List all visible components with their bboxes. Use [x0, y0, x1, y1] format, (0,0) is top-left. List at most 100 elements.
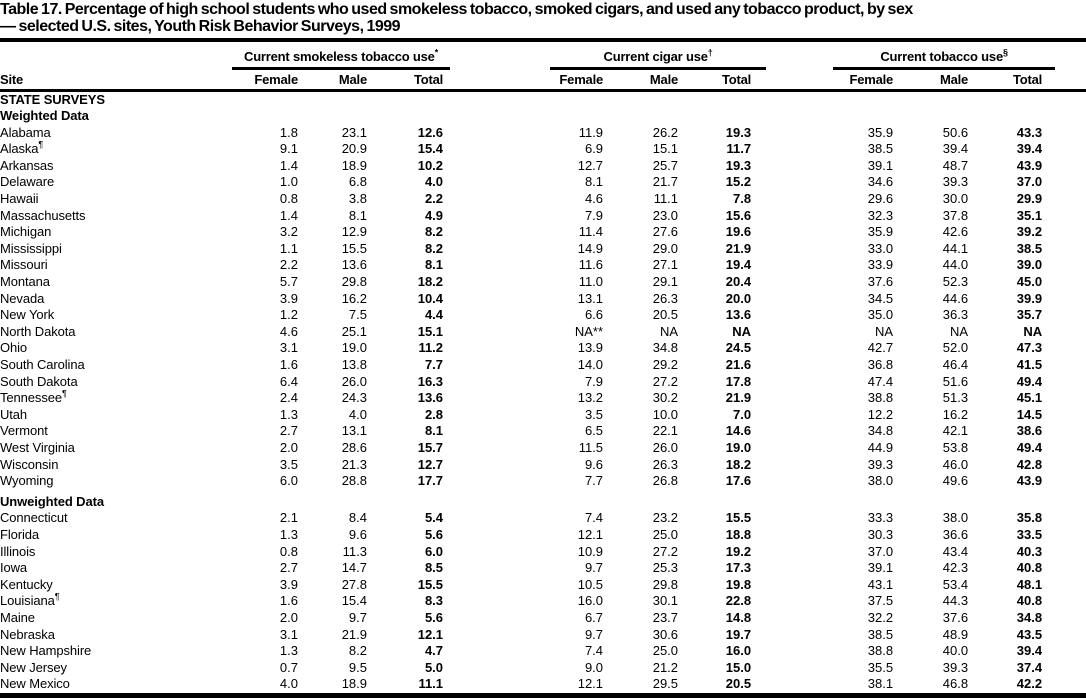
value-cell: 11.2	[418, 340, 444, 356]
site-name: New Jersey	[0, 659, 67, 675]
site-name: Delaware	[0, 174, 55, 190]
row-end-pad	[1042, 577, 1086, 594]
value-cell: 2.2	[279, 257, 298, 273]
value-cell: 10.2	[417, 157, 444, 173]
column-spacer	[751, 423, 841, 440]
value-cell: 1.4	[279, 157, 298, 173]
value-cell: 18.9	[341, 676, 367, 692]
value-cell: 36.8	[867, 357, 894, 372]
row-end-pad	[1042, 141, 1086, 158]
table-row: Nebraska 3.1 21.9 12.1 9.7 30.6 19.7 38.5 48.9 43…	[0, 627, 1086, 644]
value-cell: 13.9	[577, 340, 604, 356]
value-cell: 48.1	[1016, 576, 1043, 592]
value-cell: 34.8	[1016, 609, 1043, 625]
column-spacer	[751, 307, 841, 324]
table-row: New Hampshire 1.3 8.2 4.7 7.4 25.0 16.0 38.8 40.…	[0, 643, 1086, 660]
site-name: Missouri	[0, 257, 48, 273]
value-cell: 23.1	[341, 124, 367, 140]
value-cell: 16.2	[942, 406, 969, 422]
value-cell: 15.1	[417, 323, 444, 339]
value-cell: 17.8	[725, 373, 752, 389]
site-name: Ohio	[0, 340, 28, 356]
value-cell: 27.6	[652, 224, 679, 240]
column-spacer	[443, 241, 553, 258]
value-cell: 52.3	[942, 274, 969, 290]
value-cell: 7.9	[584, 207, 604, 223]
value-cell: 43.9	[1016, 157, 1043, 173]
value-cell: 30.2	[652, 390, 679, 406]
value-cell: 27.8	[341, 576, 367, 592]
value-cell: 4.0	[348, 406, 367, 422]
value-cell: 15.4	[417, 141, 444, 157]
column-spacer	[751, 257, 841, 274]
total-header: Total	[678, 70, 751, 92]
column-spacer	[443, 257, 553, 274]
table-row: Vermont 2.7 13.1 8.1 6.5 22.1 14.6 34.8 42.1 38.6	[0, 423, 1086, 440]
value-cell: 29.9	[1016, 191, 1043, 207]
value-cell: 1.6	[279, 593, 298, 609]
site-name: Utah	[0, 406, 28, 422]
table-row: South Carolina 1.6 13.8 7.7 14.0 29.2 21.6 36.8…	[0, 357, 1086, 374]
table-row: New Jersey 0.7 9.5 5.0 9.0 21.2 15.0 35.5 39.3 37…	[0, 660, 1086, 677]
total-header: Total	[367, 70, 443, 92]
value-cell: 42.1	[942, 423, 969, 439]
value-cell: 14.6	[725, 423, 752, 439]
value-cell: 1.1	[279, 240, 298, 256]
value-cell: 5.6	[424, 526, 444, 542]
value-cell: 12.7	[577, 157, 604, 173]
value-cell: 41.5	[1016, 357, 1043, 372]
section-label: Unweighted Data	[0, 493, 104, 509]
value-cell: 5.6	[424, 609, 444, 625]
value-cell: NA	[732, 323, 752, 339]
table-row: Nevada 3.9 16.2 10.4 13.1 26.3 20.0 34.5 44.6 39.…	[0, 291, 1086, 308]
column-spacer	[443, 340, 553, 357]
value-cell: 21.9	[725, 240, 752, 256]
value-cell: 36.6	[942, 526, 969, 542]
column-spacer	[443, 643, 553, 660]
site-name: Iowa	[0, 560, 28, 576]
row-end-pad	[1042, 643, 1086, 660]
group-label-cigar: Current cigar use	[603, 49, 708, 65]
value-cell: 8.4	[348, 510, 367, 526]
value-cell: 15.0	[725, 659, 752, 675]
value-cell: 29.0	[652, 240, 679, 256]
value-cell: 11.6	[578, 257, 604, 273]
value-cell: 37.6	[942, 609, 969, 625]
value-cell: 3.2	[279, 224, 298, 240]
value-cell: 46.0	[942, 456, 969, 472]
site-name: Florida	[0, 526, 40, 542]
value-cell: 27.2	[652, 543, 679, 559]
female-header: Female	[841, 70, 893, 92]
site-name: Montana	[0, 274, 50, 290]
table-row: Alabama 1.8 23.1 12.6 11.9 26.2 19.3 35.9 50.6 43…	[0, 125, 1086, 142]
value-cell: 50.6	[942, 124, 969, 140]
value-cell: 25.0	[652, 526, 679, 542]
column-spacer	[443, 407, 553, 424]
row-end-pad	[1042, 374, 1086, 391]
row-end-pad	[1042, 324, 1086, 341]
value-cell: 2.0	[279, 609, 298, 625]
value-cell: 8.5	[424, 560, 444, 576]
value-cell: 2.2	[424, 191, 444, 207]
column-spacer	[443, 577, 553, 594]
footnote-marker-dagger: †	[707, 48, 713, 59]
value-cell: 3.5	[584, 406, 604, 422]
value-cell: 3.8	[348, 191, 367, 207]
column-spacer	[751, 224, 841, 241]
value-cell: 19.8	[725, 576, 752, 592]
table-row: Florida 1.3 9.6 5.6 12.1 25.0 18.8 30.3 36.6 33.5	[0, 527, 1086, 544]
value-cell: 1.6	[279, 357, 298, 372]
male-header: Male	[893, 70, 968, 92]
value-cell: 42.3	[942, 560, 969, 576]
column-spacer	[751, 676, 841, 693]
table-row: Tennessee¶ 2.4 24.3 13.6 13.2 30.2 21.9 38.8 51.…	[0, 389, 1086, 407]
value-cell: 13.6	[725, 307, 752, 323]
value-cell: 30.0	[942, 191, 969, 207]
site-name: Mississippi	[0, 240, 62, 256]
column-spacer	[443, 676, 553, 693]
table-body: STATE SURVEYS Weighted Data Alabama 1.8 23.1…	[0, 90, 1086, 693]
value-cell: 9.7	[348, 609, 367, 625]
value-cell: 32.3	[867, 207, 894, 223]
value-cell: 52.0	[942, 340, 969, 356]
column-spacer	[751, 340, 841, 357]
